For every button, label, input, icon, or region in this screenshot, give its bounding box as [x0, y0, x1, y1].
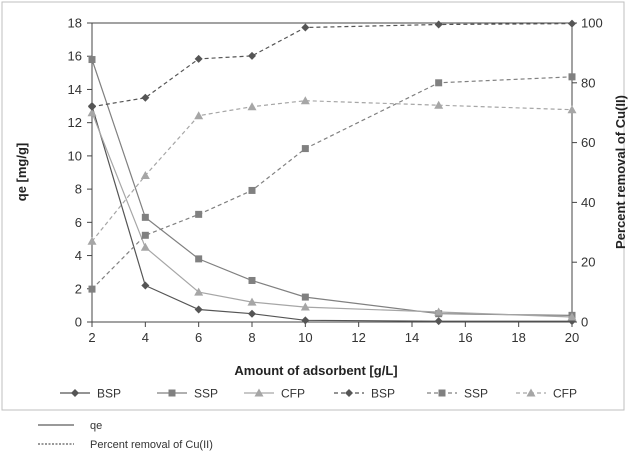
y-tick-label: 8 — [75, 182, 82, 197]
y2-tick-label: 80 — [581, 75, 595, 90]
x-axis-title: Amount of adsorbent [g/L] — [234, 363, 397, 378]
data-point — [140, 242, 150, 251]
x-tick-label: 12 — [351, 330, 365, 345]
data-point — [248, 309, 256, 318]
data-point — [140, 170, 150, 179]
y2-axis-title: Percent removal of Cu(II) — [613, 95, 628, 249]
data-point — [194, 287, 204, 296]
series-cfp-right — [87, 96, 577, 245]
x-tick-label: 14 — [405, 330, 419, 345]
series-ssp-right — [88, 73, 576, 293]
data-point — [567, 105, 577, 114]
legend-label: SSP — [194, 387, 218, 401]
legend-label: SSP — [464, 387, 488, 401]
y2-tick-label: 60 — [581, 135, 595, 150]
legend-label: CFP — [553, 387, 577, 401]
y2-tick-label: 20 — [581, 255, 595, 270]
x-tick-label: 2 — [88, 330, 95, 345]
y-tick-label: 18 — [68, 16, 82, 31]
key-label: qe — [90, 420, 102, 432]
legend-marker — [168, 389, 176, 397]
data-point — [88, 102, 96, 111]
series-bsp-right — [88, 19, 576, 111]
data-point — [88, 285, 96, 293]
y-tick-label: 2 — [75, 281, 82, 296]
y-tick-label: 16 — [68, 49, 82, 64]
x-tick-label: 4 — [142, 330, 149, 345]
data-point — [88, 56, 96, 64]
data-point — [247, 297, 257, 306]
legend-marker — [345, 389, 353, 397]
y-tick-label: 0 — [75, 315, 82, 330]
legend-label: CFP — [281, 387, 305, 401]
data-point — [434, 100, 444, 109]
data-point — [195, 210, 203, 218]
y-tick-label: 6 — [75, 215, 82, 230]
legend-item: CFP — [516, 387, 577, 401]
data-point — [194, 111, 204, 120]
data-point — [568, 73, 576, 81]
data-point — [194, 54, 203, 63]
legend-marker — [438, 389, 446, 397]
legend-label: BSP — [371, 387, 395, 401]
data-point — [435, 79, 443, 87]
data-point — [567, 312, 577, 321]
data-point — [87, 108, 97, 117]
legend-marker — [526, 388, 536, 397]
x-tick-label: 6 — [195, 330, 202, 345]
legend-label: BSP — [97, 387, 121, 401]
data-point — [434, 317, 443, 326]
legend-marker — [254, 388, 264, 397]
data-point — [300, 302, 310, 311]
series-cfp-left — [87, 108, 577, 321]
data-point — [247, 102, 257, 111]
data-point — [248, 276, 256, 284]
x-tick-label: 10 — [298, 330, 312, 345]
data-point — [301, 316, 310, 325]
x-tick-label: 8 — [248, 330, 255, 345]
data-point — [301, 23, 310, 32]
data-point — [300, 96, 310, 105]
y-axis-title: qe [mg/g] — [14, 143, 29, 202]
data-point — [194, 305, 203, 314]
key-label: Percent removal of Cu(II) — [90, 439, 213, 451]
legend-item: SSP — [157, 387, 218, 401]
data-point — [301, 293, 309, 301]
legend: BSP SSP CFP BSP SSP CFP — [60, 387, 577, 401]
legend-item: BSP — [334, 387, 395, 401]
x-tick-label: 20 — [565, 330, 579, 345]
y2-tick-label: 100 — [581, 16, 603, 31]
data-point — [195, 255, 203, 263]
y-tick-label: 14 — [68, 82, 82, 97]
data-point — [141, 213, 149, 221]
data-point — [301, 145, 309, 153]
x-tick-label: 18 — [511, 330, 525, 345]
data-point — [434, 307, 444, 316]
y-tick-label: 10 — [68, 148, 82, 163]
data-point — [87, 236, 97, 245]
legend-item: BSP — [60, 387, 121, 401]
y2-tick-label: 0 — [581, 315, 588, 330]
axes: 2 4 6 8 10 12 14 16 18 20024681012141618020406080… — [68, 16, 603, 346]
legend-item: CFP — [244, 387, 305, 401]
x-tick-label: 16 — [458, 330, 472, 345]
y-tick-label: 12 — [68, 115, 82, 130]
data-point — [141, 231, 149, 239]
line-style-key: qe Percent removal of Cu(II) — [38, 420, 213, 451]
data-point — [248, 186, 256, 194]
chart-frame — [1, 1, 625, 411]
data-point — [141, 93, 150, 102]
legend-item: SSP — [427, 387, 488, 401]
data-point — [434, 20, 443, 29]
legend-marker — [71, 389, 79, 397]
data-point — [141, 281, 150, 290]
series-layer — [87, 19, 577, 326]
data-point — [568, 19, 576, 28]
y-tick-label: 4 — [75, 248, 82, 263]
data-point — [248, 51, 256, 60]
y2-tick-label: 40 — [581, 195, 595, 210]
